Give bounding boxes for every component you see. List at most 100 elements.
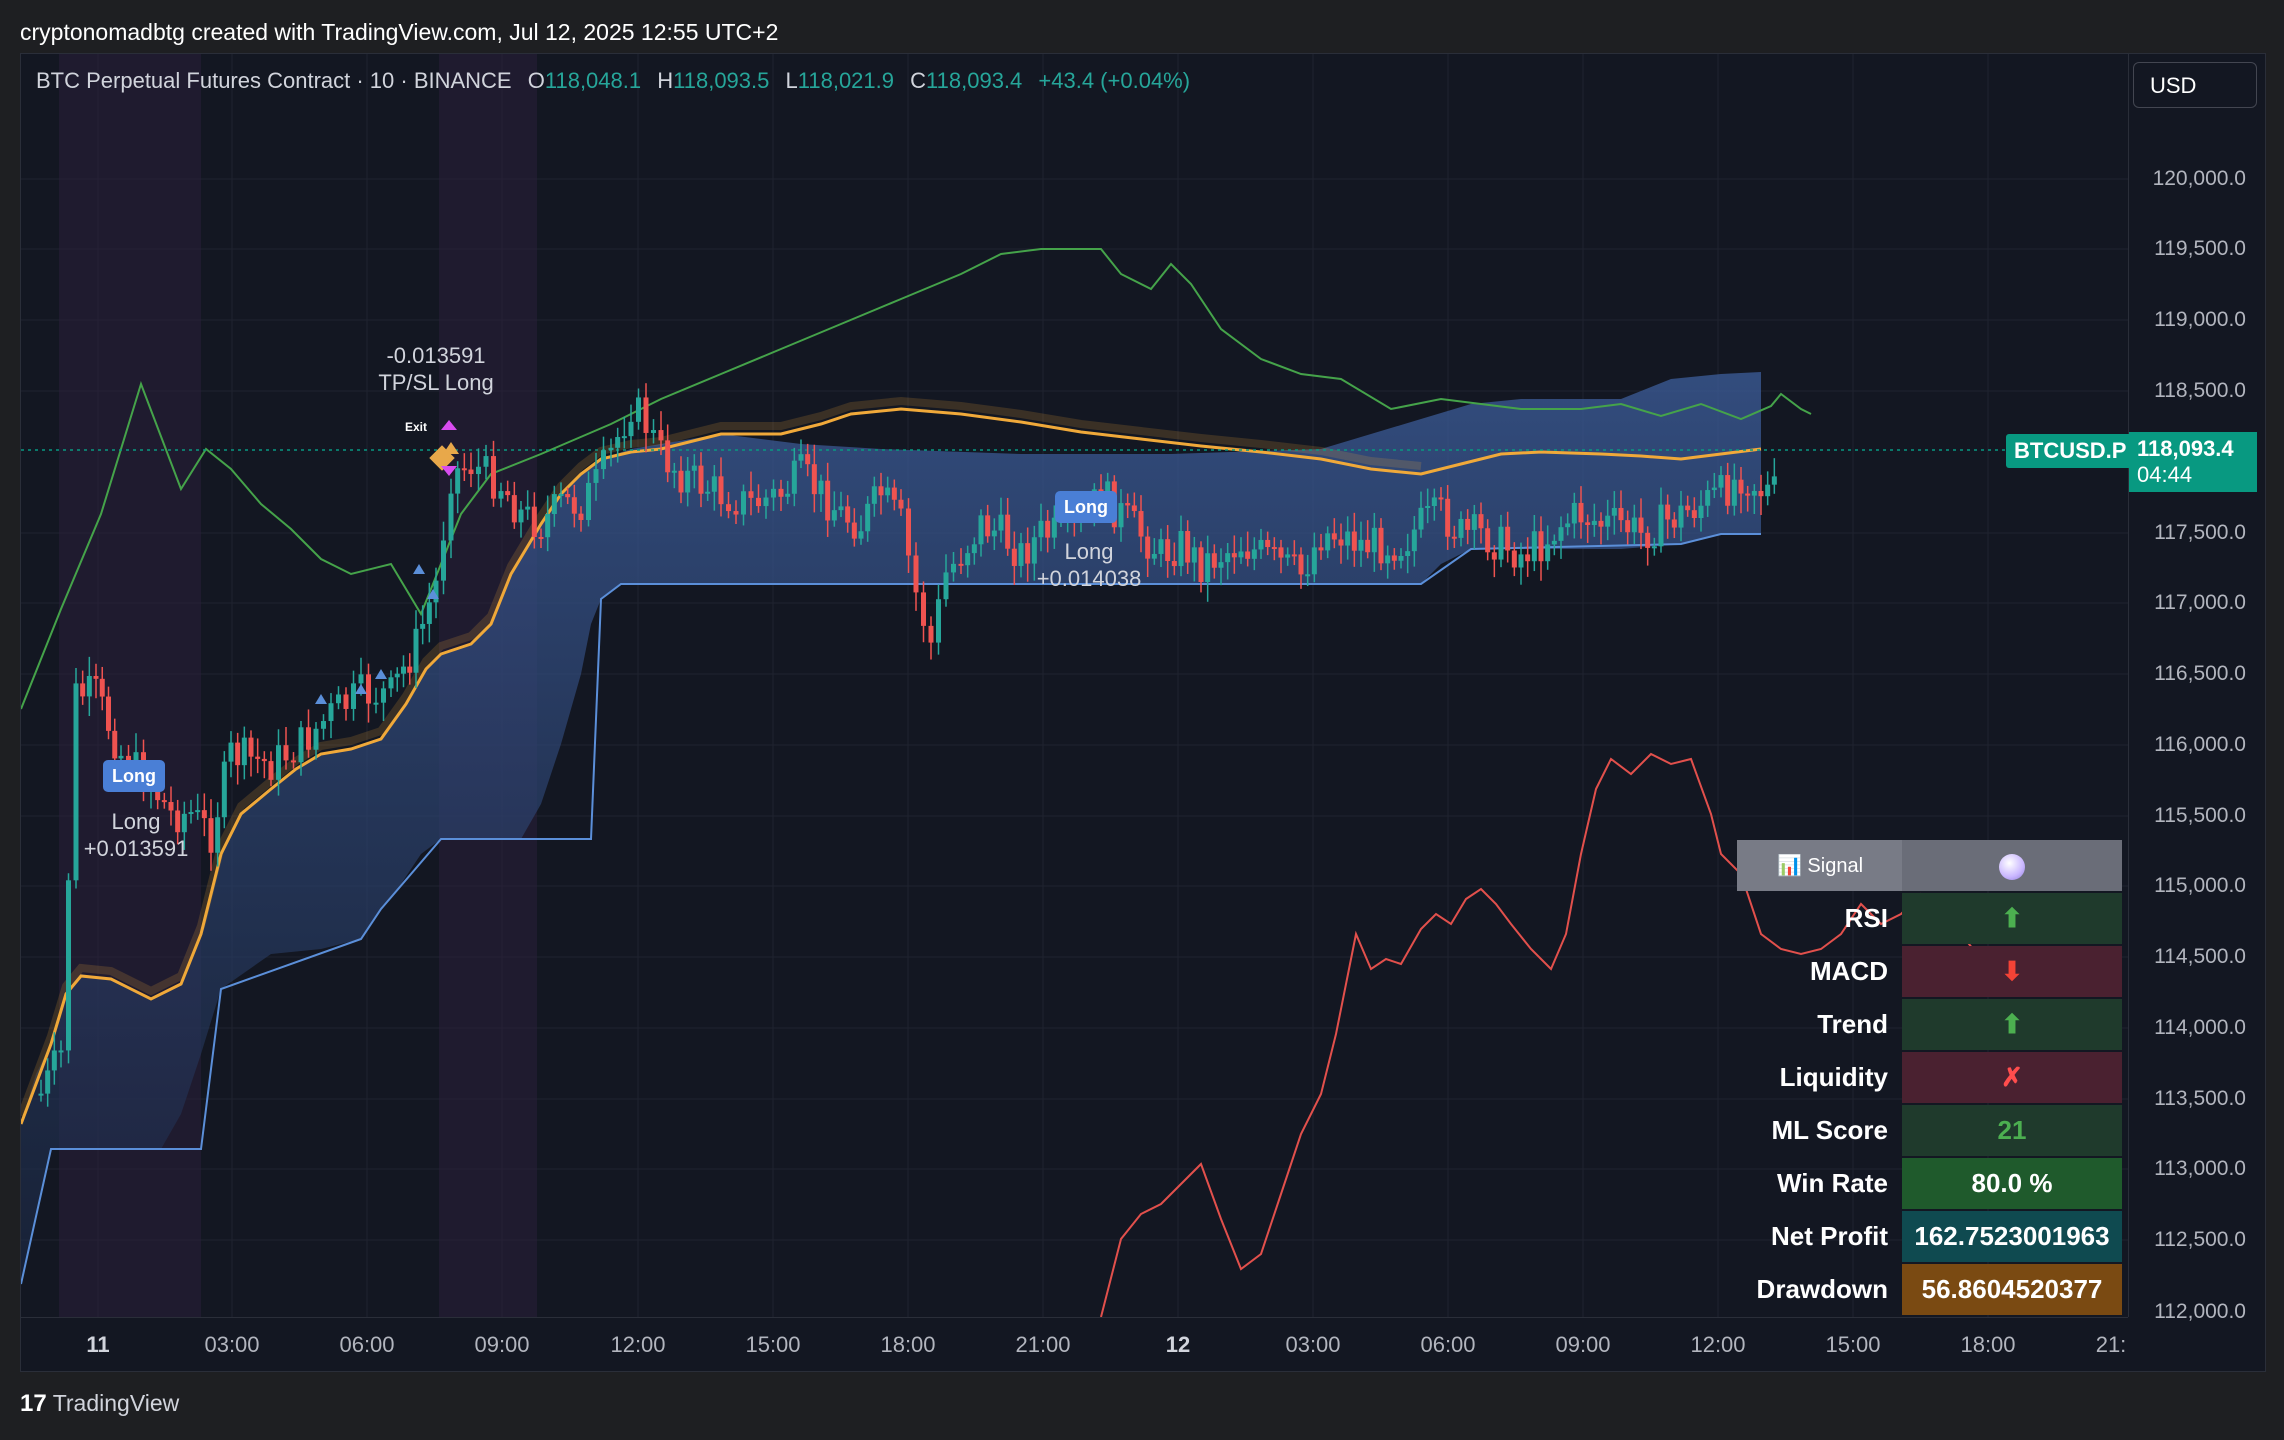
candle-body — [1471, 514, 1477, 530]
candle-body — [1678, 505, 1684, 528]
time-tick: 21: — [2095, 1332, 2127, 1357]
candle-body — [643, 397, 649, 433]
candle-body — [671, 470, 677, 473]
candle-body — [1185, 531, 1191, 563]
symbol-title[interactable]: BTC Perpetual Futures Contract · 10 · BI… — [36, 68, 512, 93]
candle-body — [1225, 553, 1231, 563]
candle-body — [741, 491, 746, 515]
time-tick: 03:00 — [204, 1332, 260, 1357]
candle-body — [1278, 547, 1284, 558]
candle-body — [865, 503, 871, 532]
signal-row-value: 162.7523001963 — [1902, 1211, 2122, 1262]
tradingview-logo-icon: 17 — [20, 1390, 47, 1417]
signal-row: ML Score 21 — [1737, 1105, 2122, 1156]
candle-body — [261, 758, 267, 762]
time-tick: 21:00 — [1015, 1332, 1071, 1357]
time-tick: 18:00 — [1960, 1332, 2016, 1357]
candle-body — [118, 755, 124, 759]
candle-body — [155, 788, 161, 801]
time-tick: 06:00 — [1420, 1332, 1476, 1357]
time-axis[interactable]: 11 03:00 06:00 09:00 12:00 15:00 18:00 21:00 12 0… — [21, 1317, 2128, 1372]
signal-row-value: ⬆ — [1902, 999, 2122, 1050]
long-annotation-2: Long +0.014038 — [1037, 538, 1142, 592]
candle-body — [965, 553, 971, 566]
candle-body — [525, 506, 531, 510]
candle-body — [651, 430, 656, 433]
candle-body — [188, 812, 194, 815]
signal-row-value: 80.0 % — [1902, 1158, 2122, 1209]
currency-button[interactable]: USD — [2133, 62, 2257, 108]
price-tick: 113,500.0 — [2154, 1087, 2246, 1110]
candle-body — [531, 506, 537, 537]
candle-body — [748, 491, 754, 498]
candle-body — [851, 522, 857, 539]
candle-body — [733, 511, 739, 515]
candle-body — [491, 456, 496, 499]
chart-plot-area[interactable]: BTC Perpetual Futures Contract · 10 · BI… — [21, 54, 2128, 1317]
candle-body — [1325, 533, 1331, 551]
candle-body — [1271, 547, 1277, 550]
candle-body — [1518, 554, 1524, 568]
candle-body — [913, 555, 919, 593]
candle-body — [168, 802, 174, 811]
candle-body — [805, 454, 811, 465]
price-chart-svg — [21, 54, 2128, 1317]
candle-body — [1311, 547, 1317, 575]
candle-body — [825, 480, 831, 521]
candle-body — [99, 678, 105, 697]
candle-body — [1511, 550, 1517, 568]
low-label: L — [785, 68, 798, 93]
candle-body — [565, 494, 571, 498]
candle-body — [306, 727, 311, 750]
candle-body — [1618, 507, 1624, 521]
candle-body — [1631, 517, 1637, 533]
candle-body — [891, 487, 897, 500]
signal-row-value: 56.8604520377 — [1902, 1264, 2122, 1315]
candle-body — [785, 493, 791, 497]
candle-body — [1005, 514, 1011, 549]
chart-frame: BTC Perpetual Futures Contract · 10 · BI… — [20, 53, 2266, 1372]
candle-body — [106, 696, 111, 731]
signal-row: Win Rate 80.0 % — [1737, 1158, 2122, 1209]
signal-row-label: Win Rate — [1777, 1168, 1888, 1198]
candle-body — [545, 514, 551, 538]
candle-body — [228, 742, 234, 762]
signal-row: MACD ⬇ — [1737, 946, 2122, 997]
candle-body — [878, 486, 884, 496]
candle-body — [1771, 476, 1777, 485]
price-tick: 112,500.0 — [2154, 1228, 2246, 1251]
time-tick: 09:00 — [474, 1332, 530, 1357]
long-entry-badge-1[interactable]: Long — [103, 760, 165, 792]
candle-body — [426, 602, 432, 624]
signal-row-value: 21 — [1902, 1105, 2122, 1156]
candle-body — [1198, 547, 1204, 582]
price-axis[interactable]: 120,000.0 119,500.0 119,000.0 118,500.0 117,… — [2128, 54, 2266, 1323]
candle-body — [298, 727, 304, 763]
open-label: O — [527, 68, 545, 93]
candle-body — [1658, 504, 1664, 547]
candle-body — [45, 1070, 51, 1094]
candle-body — [771, 488, 776, 498]
candle-body — [936, 599, 941, 643]
candle-body — [181, 813, 187, 833]
candle-body — [1485, 528, 1491, 553]
candle-body — [958, 563, 964, 566]
candle-body — [1731, 479, 1737, 506]
candle-body — [985, 515, 991, 537]
candle-body — [1751, 490, 1757, 496]
signal-row: RSI ⬆ — [1737, 893, 2122, 944]
long-annotation-2-label: Long — [1064, 539, 1114, 564]
long-annotation-1-amount: +0.013591 — [83, 836, 189, 861]
candle-body — [381, 688, 386, 703]
candle-body — [248, 737, 254, 757]
signal-row-label: ML Score — [1771, 1115, 1888, 1145]
candle-body — [1385, 555, 1391, 564]
long-entry-badge-2[interactable]: Long — [1055, 491, 1117, 523]
candle-body — [778, 488, 784, 497]
candle-body — [1258, 539, 1264, 550]
candle-body — [1425, 506, 1431, 509]
candle-body — [58, 1050, 64, 1053]
candle-body — [1231, 553, 1237, 558]
candle-body — [1051, 517, 1057, 538]
price-tick: 112,000.0 — [2154, 1300, 2246, 1323]
